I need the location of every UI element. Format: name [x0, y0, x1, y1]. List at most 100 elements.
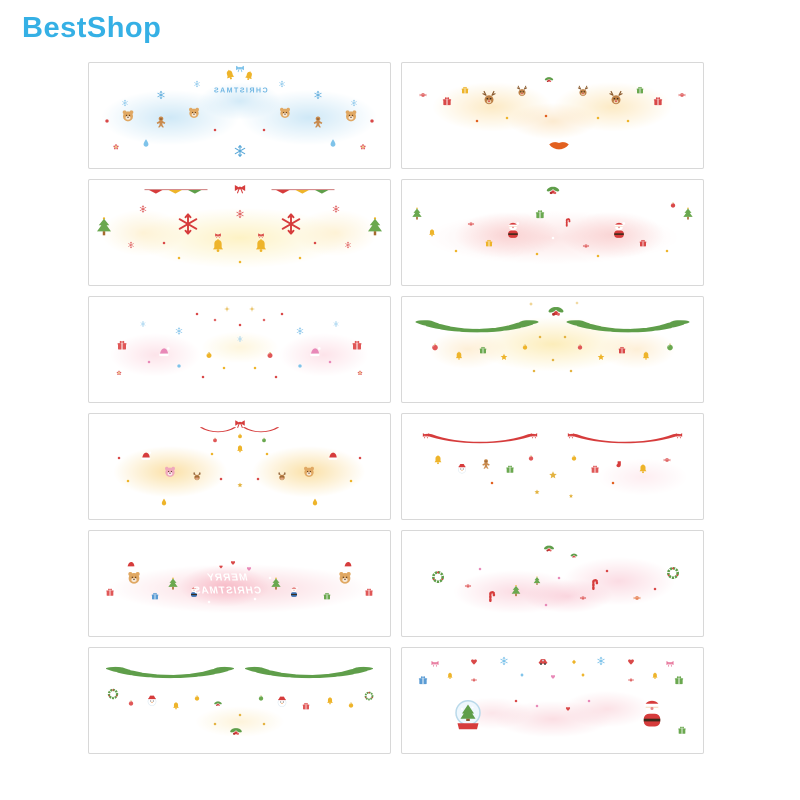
- gift-icon: [673, 674, 684, 685]
- bear-icon: [343, 108, 358, 123]
- dot-icon: [280, 312, 283, 316]
- dot-icon: [196, 312, 199, 316]
- car-icon: [537, 655, 549, 667]
- ornament-icon: [266, 351, 274, 359]
- snowflake-icon: [175, 326, 183, 335]
- gift-icon: [485, 239, 494, 248]
- gingerbread-icon: [154, 115, 168, 129]
- gift-icon: [505, 464, 515, 474]
- santahat-icon: [327, 450, 339, 462]
- gift-icon: [479, 345, 488, 354]
- santa-icon: [608, 220, 629, 241]
- star-icon: [568, 493, 573, 498]
- candy-icon: [582, 242, 590, 250]
- bow-icon: [215, 231, 222, 238]
- dot-icon: [214, 318, 217, 322]
- dot-icon: [211, 452, 214, 456]
- snowman-icon: [275, 695, 288, 708]
- wreath-icon: [431, 570, 446, 585]
- bear-icon: [302, 465, 316, 479]
- snowflake-icon: [194, 80, 201, 88]
- star-icon: [500, 353, 508, 361]
- snowflake-icon: [279, 213, 302, 236]
- dot-icon: [349, 479, 353, 483]
- dot-icon: [569, 369, 572, 372]
- ornament-icon: [528, 455, 535, 462]
- dot-icon: [536, 704, 539, 707]
- gift-icon: [652, 95, 663, 106]
- heart-icon: [471, 658, 478, 665]
- bell-icon: [223, 67, 238, 82]
- globe-icon: [450, 697, 486, 733]
- dot-icon: [557, 577, 560, 580]
- gift-icon: [635, 86, 644, 95]
- ornament-icon: [669, 202, 676, 209]
- dot-icon: [147, 360, 151, 364]
- santahat-icon: [158, 345, 171, 358]
- dot-icon: [214, 128, 217, 132]
- holly-icon: [543, 543, 555, 555]
- santahat-icon: [140, 450, 152, 462]
- tree-icon: [410, 207, 424, 221]
- bow-icon: [665, 658, 674, 667]
- brand-watermark: BestShop: [22, 12, 162, 44]
- dot-icon: [328, 360, 332, 364]
- bow-icon: [257, 231, 264, 238]
- dot-icon: [274, 375, 277, 379]
- dot-icon: [208, 601, 211, 604]
- dot-icon: [177, 364, 181, 368]
- ornament-icon: [576, 344, 583, 351]
- red-snowflake-bell-sticker: [88, 179, 391, 286]
- bear-icon: [187, 106, 201, 120]
- sticker-text: CHRISTMAS: [211, 87, 268, 95]
- diamond-icon: [571, 659, 577, 665]
- sticker-text: MERRY: [206, 572, 248, 584]
- star-icon: [548, 470, 557, 479]
- ornament-icon: [261, 437, 267, 443]
- wreath-icon: [107, 688, 120, 701]
- bell-icon: [641, 351, 651, 361]
- dot-icon: [665, 250, 669, 253]
- drop-icon: [142, 138, 151, 147]
- bear-icon: [121, 108, 136, 123]
- ornament-icon: [570, 455, 577, 462]
- snowflake-icon: [140, 321, 146, 328]
- snowflake-icon: [296, 326, 304, 335]
- snowflake-icon: [596, 656, 605, 665]
- dot-icon: [533, 369, 536, 372]
- snowflake-icon: [350, 99, 357, 107]
- bear-icon: [278, 106, 292, 120]
- bow-icon: [234, 417, 246, 429]
- ornament-icon: [347, 701, 354, 708]
- flower-icon: [116, 370, 122, 376]
- dot-icon: [105, 119, 109, 123]
- wreath-candy-sticker: [401, 530, 704, 637]
- dot-icon: [605, 569, 608, 573]
- dot-icon: [253, 598, 256, 601]
- candycane-icon: [486, 590, 499, 603]
- dot-icon: [563, 335, 566, 339]
- glow-blob: [507, 102, 598, 140]
- dot-icon: [238, 324, 241, 327]
- dot-icon: [491, 482, 494, 485]
- bell-icon: [433, 455, 444, 466]
- gingerbread-icon: [311, 115, 325, 129]
- dot-icon: [262, 318, 265, 322]
- star-icon: [534, 489, 540, 495]
- snowflake-icon: [344, 241, 351, 249]
- dot-icon: [313, 241, 316, 245]
- bell-icon: [428, 228, 437, 237]
- santa-icon: [634, 695, 670, 731]
- ornament-icon: [205, 351, 213, 359]
- bell-icon: [637, 463, 648, 474]
- string-icon: [242, 425, 280, 437]
- star-icon: [237, 482, 243, 488]
- sparkle-icon: [248, 305, 256, 313]
- snowflake-icon: [313, 90, 322, 99]
- dot-icon: [298, 364, 302, 368]
- dot-icon: [268, 577, 271, 580]
- ornament-icon: [128, 699, 135, 706]
- dot-icon: [253, 367, 256, 370]
- dot-icon: [126, 479, 130, 483]
- sparkle-icon: [223, 305, 231, 313]
